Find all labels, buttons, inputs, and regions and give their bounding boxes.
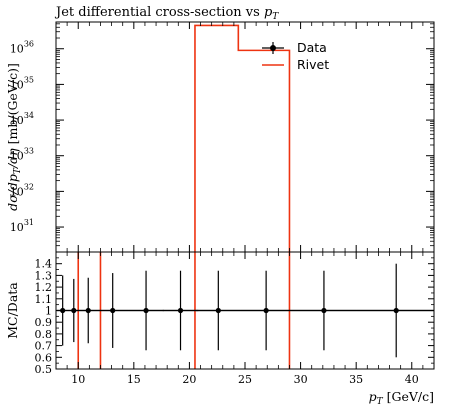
x-axis-title: pT [GeV/c] (369, 389, 434, 406)
x-tick-label: 40 (405, 373, 419, 386)
x-tick-label: 10 (71, 373, 85, 386)
x-tick-label: 15 (127, 373, 141, 386)
ratio-y-tick-label: 1.4 (35, 258, 53, 271)
ratio-plot-area (56, 252, 434, 369)
main-plot-area (194, 24, 291, 252)
main-frame (55, 21, 435, 253)
ratio-data-point (85, 307, 91, 314)
ratio-y-tick-label: 0.7 (35, 340, 53, 353)
ratio-y-tick-label: 0.6 (35, 351, 53, 364)
ratio-data-point (393, 307, 399, 314)
ratio-y-tick-label: 1.3 (35, 269, 53, 282)
ratio-data-point (143, 307, 149, 314)
ratio-data-point (263, 307, 269, 314)
y-tick-label: 1036 (10, 40, 34, 56)
y-tick-label: 1032 (10, 182, 34, 198)
rivet-step-line (194, 24, 291, 252)
y-tick-label: 1031 (10, 218, 34, 234)
x-tick-label: 35 (349, 373, 363, 386)
ratio-y-tick-label: 0.5 (35, 363, 53, 376)
y-tick-label: 1033 (10, 147, 34, 163)
ratio-y-tick-label: 1.2 (35, 281, 53, 294)
x-tick-label: 25 (238, 373, 252, 386)
legend-data-label: Data (297, 40, 327, 55)
ratio-y-tick-label: 0.8 (35, 328, 53, 341)
ratio-data-point (110, 307, 116, 314)
ratio-data-point (177, 307, 184, 314)
x-tick-label: 30 (294, 373, 308, 386)
chart-title: Jet differential cross-section vs pT (54, 5, 279, 22)
ratio-data-point (71, 307, 77, 314)
legend-rivet-label: Rivet (297, 57, 329, 72)
y-tick-label: 1034 (10, 111, 34, 127)
ratio-data-point (60, 307, 66, 314)
y-axis-title: dσ/dpT/dη [mb/(GeV/c)] (5, 63, 23, 211)
ratio-y-tick-label: 1 (45, 305, 52, 318)
legend-data-marker (270, 45, 276, 51)
x-tick-label: 20 (182, 373, 196, 386)
ratio-data-point (321, 307, 327, 314)
ratio-y-tick-label: 1.1 (35, 293, 53, 306)
ratio-y-axis-title: MC/Data (5, 282, 20, 339)
y-tick-label: 1035 (10, 75, 34, 91)
ratio-y-tick-label: 0.9 (35, 316, 53, 329)
ratio-data-point (215, 307, 221, 314)
